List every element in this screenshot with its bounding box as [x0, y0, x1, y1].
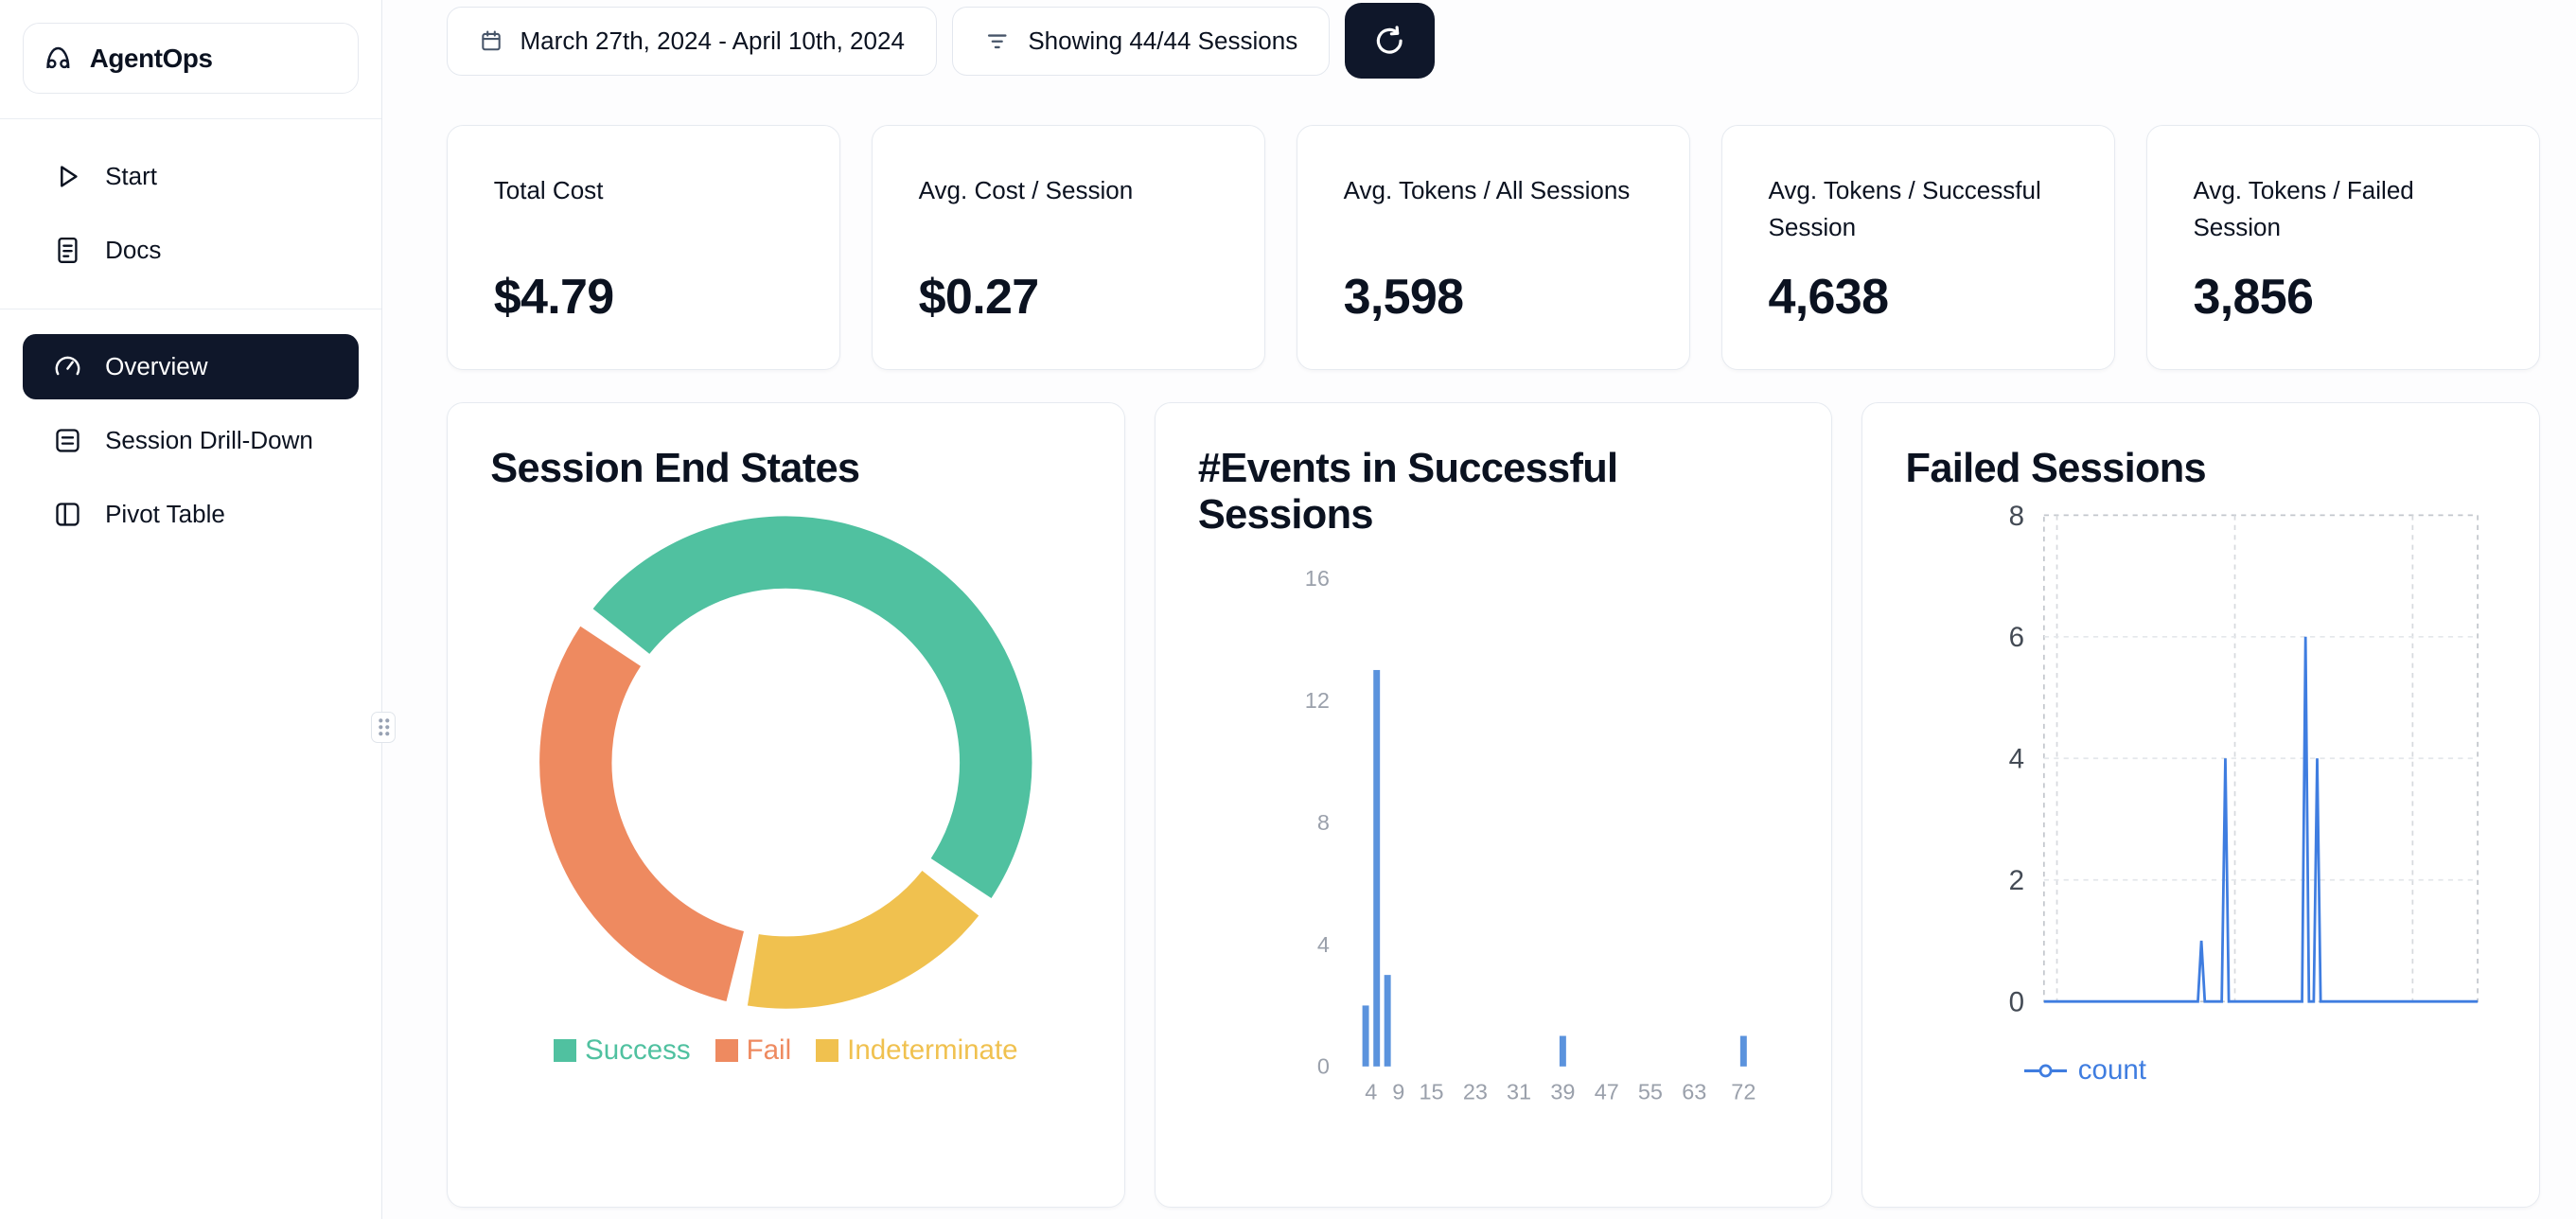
sidebar-resize-handle[interactable] [371, 711, 397, 743]
chart-title: Session End States [490, 446, 860, 492]
stat-value: 3,856 [2193, 270, 2314, 326]
donut-legend-label: Success [585, 1034, 691, 1067]
agentops-logo-icon [42, 42, 75, 75]
svg-text:8: 8 [1317, 810, 1330, 835]
session-end-states-card: Session End States Success Fail [447, 402, 1125, 1208]
failed-sessions-chart[interactable]: 8 6 4 2 0 [1906, 499, 2500, 1041]
sidebar-item-overview[interactable]: Overview [23, 333, 360, 400]
svg-text:12: 12 [1305, 688, 1330, 713]
stat-label: Total Cost [493, 175, 604, 204]
failed-sessions-card: Failed Sessions 8 6 4 2 0 count [1861, 402, 2540, 1208]
stat-value: $0.27 [918, 270, 1040, 326]
stat-card-avg-tokens-successful: Avg. Tokens / Successful Session 4,638 [1720, 124, 2115, 370]
sidebar-item-label: Pivot Table [105, 500, 225, 529]
list-icon [51, 424, 84, 457]
svg-text:63: 63 [1682, 1079, 1706, 1104]
line-legend-count[interactable]: count [2023, 1054, 2497, 1086]
legend-item-fail[interactable]: Fail [715, 1034, 792, 1067]
stat-label: Avg. Tokens / Successful Session [1768, 175, 2041, 241]
stat-value: 3,598 [1343, 270, 1465, 326]
svg-text:31: 31 [1507, 1079, 1531, 1104]
app-title: AgentOps [89, 43, 213, 73]
svg-text:4: 4 [2008, 744, 2023, 775]
line-legend-marker-icon [2023, 1064, 2067, 1078]
line-legend-label: count [2077, 1054, 2146, 1086]
sidebar-item-start[interactable]: Start [23, 144, 359, 209]
svg-text:47: 47 [1595, 1079, 1619, 1104]
stat-card-avg-tokens-failed: Avg. Tokens / Failed Session 3,856 [2145, 124, 2540, 370]
donut-legend: Success Fail Indeterminate [490, 1034, 1081, 1067]
calendar-icon [479, 28, 503, 53]
svg-text:0: 0 [1317, 1054, 1330, 1079]
stat-card-avg-cost-session: Avg. Cost / Session $0.27 [872, 124, 1266, 370]
donut-legend-swatch [554, 1039, 577, 1063]
docs-icon [51, 234, 84, 267]
chart-title: #Events in Successful Sessions [1197, 446, 1618, 539]
sidebar-item-session-drill-down[interactable]: Session Drill-Down [23, 408, 359, 473]
donut-legend-swatch [816, 1039, 839, 1063]
svg-text:16: 16 [1305, 566, 1330, 591]
sidebar-item-pivot-table[interactable]: Pivot Table [23, 482, 359, 547]
toolbar: March 27th, 2024 - April 10th, 2024 Show… [447, 3, 2540, 80]
gauge-icon [51, 350, 84, 383]
stat-value: $4.79 [493, 270, 615, 326]
session-filter-button[interactable]: Showing 44/44 Sessions [951, 6, 1331, 76]
stat-label: Avg. Tokens / All Sessions [1343, 175, 1631, 204]
sidebar-item-label: Docs [105, 236, 162, 265]
legend-item-success[interactable]: Success [554, 1034, 691, 1067]
svg-text:23: 23 [1463, 1079, 1488, 1104]
chart-title: Failed Sessions [1905, 446, 2207, 492]
date-range-label: March 27th, 2024 - April 10th, 2024 [520, 26, 905, 55]
session-end-states-donut[interactable] [539, 516, 1032, 1009]
play-icon [51, 160, 84, 193]
refresh-icon [1372, 24, 1406, 58]
sidebar: AgentOps Start Docs [0, 0, 383, 1219]
svg-text:4: 4 [1365, 1079, 1377, 1104]
svg-text:4: 4 [1317, 932, 1330, 957]
sidebar-item-docs[interactable]: Docs [23, 218, 359, 283]
main-content: March 27th, 2024 - April 10th, 2024 Show… [382, 0, 2576, 1219]
svg-text:39: 39 [1550, 1079, 1575, 1104]
charts-row: Session End States Success Fail [447, 402, 2540, 1208]
svg-text:15: 15 [1419, 1079, 1443, 1104]
events-in-successful-sessions-card: #Events in Successful Sessions 0 4 8 12 16 4 9… [1154, 402, 1833, 1208]
stat-card-avg-tokens-all: Avg. Tokens / All Sessions 3,598 [1297, 124, 1690, 370]
stat-label: Avg. Tokens / Failed Session [2193, 175, 2414, 241]
sidebar-item-label: Session Drill-Down [105, 425, 313, 454]
sidebar-item-label: Overview [105, 351, 208, 380]
svg-text:72: 72 [1731, 1079, 1756, 1104]
svg-text:6: 6 [2008, 623, 2023, 654]
svg-text:55: 55 [1638, 1079, 1663, 1104]
session-filter-label: Showing 44/44 Sessions [1028, 26, 1298, 55]
svg-text:2: 2 [2008, 866, 2023, 897]
svg-text:9: 9 [1392, 1079, 1404, 1104]
stats-row: Total Cost $4.79 Avg. Cost / Session $0.… [447, 124, 2540, 370]
stat-label: Avg. Cost / Session [918, 175, 1134, 204]
logo[interactable]: AgentOps [23, 23, 360, 94]
legend-item-indeterminate[interactable]: Indeterminate [816, 1034, 1018, 1067]
donut-legend-label: Fail [746, 1034, 792, 1067]
sidebar-item-label: Start [105, 162, 158, 191]
donut-legend-label: Indeterminate [847, 1034, 1018, 1067]
grip-dots-icon [378, 718, 389, 736]
stat-value: 4,638 [1768, 270, 1890, 326]
filter-icon [983, 27, 1012, 56]
table-icon [51, 498, 84, 531]
svg-text:8: 8 [2008, 501, 2023, 532]
svg-text:0: 0 [2008, 987, 2023, 1018]
stat-card-total-cost: Total Cost $4.79 [447, 124, 841, 370]
date-range-button[interactable]: March 27th, 2024 - April 10th, 2024 [447, 6, 937, 76]
refresh-button[interactable] [1344, 3, 1436, 80]
donut-legend-swatch [715, 1039, 738, 1063]
sidebar-divider [0, 117, 382, 119]
